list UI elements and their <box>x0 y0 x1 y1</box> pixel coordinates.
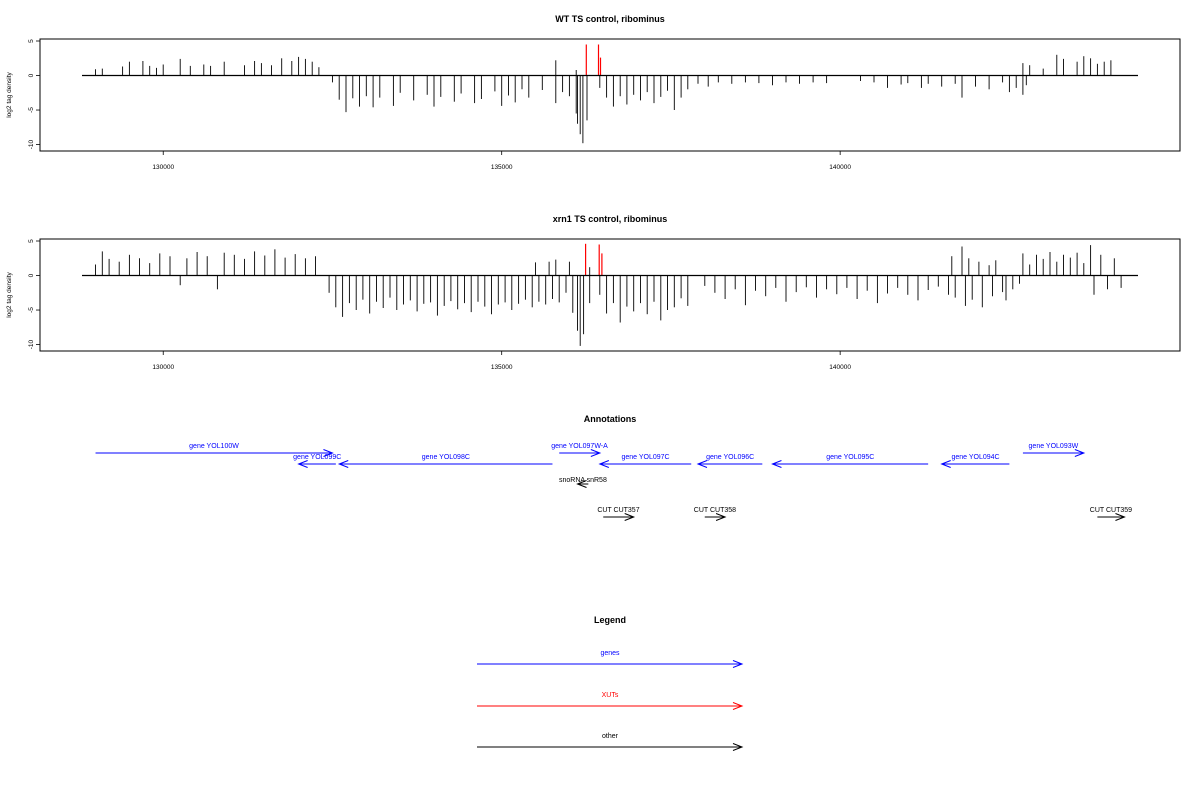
feature-label: gene YOL099C <box>293 454 341 461</box>
feature-arrowhead <box>323 449 334 457</box>
feature-label: snoRNA snR58 <box>559 477 607 484</box>
x-tick-label: 140000 <box>829 364 851 371</box>
feature-arrowhead <box>297 460 308 468</box>
annotation-feature: gene YOL095C <box>771 454 929 468</box>
annotation-feature: gene YOL094C <box>940 454 1010 468</box>
feature-label: CUT CUT357 <box>597 507 639 514</box>
feature-label: gene YOL097C <box>621 454 669 461</box>
feature-label: CUT CUT358 <box>694 507 736 514</box>
annotation-feature: CUT CUT357 <box>597 507 640 521</box>
annotation-feature: snoRNA snR58 <box>559 477 607 488</box>
annotation-feature: gene YOL093W <box>1022 443 1086 457</box>
plot-frame <box>39 38 1181 152</box>
feature-arrowhead <box>598 460 610 468</box>
feature-arrowhead <box>624 513 636 521</box>
y-axis-label: log2 tag density <box>6 271 13 317</box>
x-tick-label: 130000 <box>152 164 174 171</box>
bars-layer <box>82 243 1138 346</box>
legend: Legend genes XUTs other <box>477 615 744 751</box>
panel-xrn1: xrn1 TS control, ribominus log2 tag dens… <box>6 214 1181 371</box>
plot-frame <box>39 238 1181 352</box>
legend-arrowhead <box>732 660 744 668</box>
y-axis-label: log2 tag density <box>6 71 13 117</box>
y-axis: 5 0 -5 -10 <box>28 239 40 349</box>
feature-arrowhead <box>590 449 602 457</box>
annotation-feature: gene YOL097C <box>598 454 692 468</box>
annotation-feature: CUT CUT358 <box>694 507 736 521</box>
x-axis: 130000 135000 140000 <box>152 351 851 371</box>
legend-item: genes <box>477 650 744 668</box>
panel-title: WT TS control, ribominus <box>555 14 665 24</box>
annotation-feature: gene YOL096C <box>696 454 763 468</box>
annotation-features: gene YOL100W gene YOL099C gene YOL098C gene… <box>95 443 1132 521</box>
legend-items: genes XUTs other <box>477 650 744 751</box>
x-tick-label: 130000 <box>152 364 174 371</box>
annotation-feature: gene YOL098C <box>337 454 553 468</box>
x-tick-label: 135000 <box>491 164 513 171</box>
y-axis: 5 0 -5 -10 <box>28 39 40 149</box>
legend-arrowhead <box>732 743 744 751</box>
panel-title: xrn1 TS control, ribominus <box>553 214 668 224</box>
legend-title: Legend <box>594 615 626 625</box>
feature-label: gene YOL094C <box>951 454 999 461</box>
legend-label: other <box>602 733 619 740</box>
feature-label: gene YOL098C <box>422 454 470 461</box>
annotation-feature: CUT CUT359 <box>1090 507 1132 521</box>
x-axis: 130000 135000 140000 <box>152 151 851 171</box>
y-tick-label: 5 <box>28 239 35 243</box>
feature-label: gene YOL100W <box>189 443 239 450</box>
feature-arrowhead <box>1115 513 1126 521</box>
annotation-feature: gene YOL099C <box>293 454 341 468</box>
feature-arrowhead <box>696 460 708 468</box>
y-tick-label: -5 <box>28 107 35 113</box>
feature-arrowhead <box>576 480 587 488</box>
legend-label: genes <box>600 650 620 657</box>
annotations-title: Annotations <box>584 414 637 424</box>
y-tick-label: 5 <box>28 39 35 43</box>
x-tick-label: 135000 <box>491 364 513 371</box>
legend-item: XUTs <box>477 692 744 710</box>
feature-arrowhead <box>337 460 349 468</box>
feature-arrowhead <box>940 460 951 468</box>
annotation-feature: gene YOL097W-A <box>551 443 608 457</box>
feature-label: gene YOL096C <box>706 454 754 461</box>
bars-layer <box>82 44 1138 144</box>
feature-arrowhead <box>1074 449 1086 457</box>
feature-label: CUT CUT359 <box>1090 507 1132 514</box>
feature-label: gene YOL095C <box>826 454 874 461</box>
feature-arrowhead <box>715 513 727 521</box>
y-tick-label: 0 <box>28 273 35 277</box>
feature-label: gene YOL097W-A <box>551 443 608 450</box>
panel-wt: WT TS control, ribominus log2 tag densit… <box>6 14 1181 171</box>
y-tick-label: 0 <box>28 73 35 77</box>
y-tick-label: -10 <box>28 139 35 149</box>
legend-arrowhead <box>732 702 744 710</box>
feature-arrowhead <box>771 460 782 468</box>
legend-item: other <box>477 733 744 751</box>
x-tick-label: 140000 <box>829 164 851 171</box>
y-tick-label: -5 <box>28 307 35 313</box>
y-tick-label: -10 <box>28 339 35 349</box>
annotation-feature: gene YOL100W <box>95 443 334 457</box>
legend-label: XUTs <box>602 692 619 699</box>
feature-label: gene YOL093W <box>1029 443 1079 450</box>
